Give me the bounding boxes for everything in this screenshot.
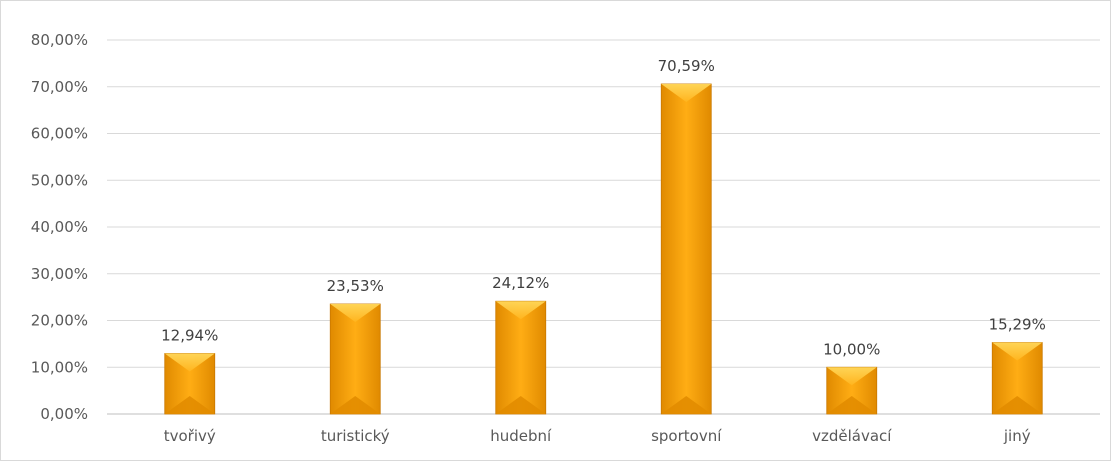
- data-label: 24,12%: [492, 274, 549, 292]
- category-label: vzdělávací: [812, 427, 892, 445]
- y-tick-label: 30,00%: [31, 265, 88, 283]
- y-tick-label: 70,00%: [31, 78, 88, 96]
- category-label: turistický: [321, 427, 390, 445]
- data-label: 70,59%: [658, 57, 715, 75]
- y-tick-label: 40,00%: [31, 218, 88, 236]
- data-label: 15,29%: [989, 316, 1046, 334]
- bar-bevel-top: [330, 303, 381, 322]
- bar: [660, 83, 712, 415]
- bar-bevel-bottom: [826, 396, 877, 414]
- y-tick-label: 80,00%: [31, 31, 88, 49]
- y-tick-label: 20,00%: [31, 312, 88, 330]
- data-label: 12,94%: [161, 327, 218, 345]
- bar-body: [329, 303, 381, 415]
- gridlines: [107, 39, 1100, 415]
- data-labels: 12,94% 23,53% 24,12% 70,59% 10,00% 15,29%: [161, 57, 1046, 358]
- bar-bevel-bottom: [495, 396, 546, 414]
- bar: [991, 342, 1043, 415]
- category-label: jiný: [1003, 427, 1031, 445]
- category-label: hudební: [490, 427, 552, 445]
- bar: [329, 303, 381, 415]
- bar: [495, 300, 547, 415]
- bar-bevel-bottom: [164, 396, 215, 414]
- bar-body: [660, 83, 712, 415]
- data-label: 23,53%: [327, 277, 384, 295]
- category-label: sportovní: [651, 427, 722, 445]
- bar-bevel-top: [164, 353, 215, 372]
- y-tick-label: 60,00%: [31, 125, 88, 143]
- category-label: tvořivý: [164, 427, 216, 445]
- bar-bevel-bottom: [661, 396, 712, 414]
- x-axis-category-labels: tvořivý turistický hudební sportovní vzděláv…: [164, 427, 1031, 445]
- y-axis-tick-labels: 0,00% 10,00% 20,00% 30,00% 40,00% 50,00% 60,00…: [31, 31, 88, 423]
- bars: [164, 83, 1043, 415]
- y-tick-label: 0,00%: [40, 405, 88, 423]
- bar-bevel-top: [661, 83, 712, 102]
- bar-bevel-top: [826, 367, 877, 386]
- bar-bevel-bottom: [330, 396, 381, 414]
- bar-bevel-bottom: [992, 396, 1043, 414]
- bar-bevel-top: [495, 301, 546, 320]
- y-tick-label: 10,00%: [31, 358, 88, 376]
- bar: [164, 353, 216, 415]
- bar: [826, 366, 878, 415]
- y-tick-label: 50,00%: [31, 171, 88, 189]
- data-label: 10,00%: [823, 340, 880, 358]
- bar-bevel-top: [992, 342, 1043, 361]
